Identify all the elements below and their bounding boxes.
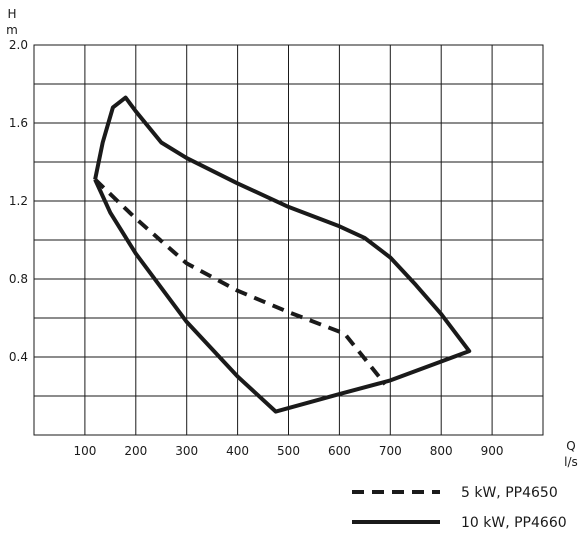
- x-tick-label: 900: [481, 444, 504, 458]
- x-axis-label: Q: [566, 439, 575, 453]
- legend-label-1: 10 kW, PP4660: [461, 515, 567, 531]
- x-tick-label: 700: [379, 444, 402, 458]
- y-axis-label: H: [7, 7, 16, 21]
- x-axis-unit: l/s: [564, 455, 578, 469]
- series-layer: [93, 95, 472, 414]
- y-tick-label: 2.0: [9, 38, 28, 52]
- series-line-1: [93, 95, 472, 414]
- y-axis-unit: m: [6, 23, 18, 37]
- grid: [33, 44, 544, 436]
- y-tick-label: 1.2: [9, 194, 28, 208]
- x-tick-label: 200: [124, 444, 147, 458]
- x-tick-label: 800: [430, 444, 453, 458]
- legend-label-0: 5 kW, PP4650: [461, 485, 558, 501]
- axes: 0.4 0.8 1.2 1.6 2.0 100 200 300 400 500 600 700 800 9…: [6, 7, 578, 469]
- x-tick-label: 400: [226, 444, 249, 458]
- x-tick-label: 600: [328, 444, 351, 458]
- y-tick-label: 1.6: [9, 116, 28, 130]
- x-tick-label: 300: [175, 444, 198, 458]
- x-tick-label: 100: [73, 444, 96, 458]
- legend: 5 kW, PP4650 10 kW, PP4660: [352, 485, 567, 531]
- y-tick-label: 0.8: [9, 272, 28, 286]
- series-line-0: [93, 178, 387, 386]
- y-tick-label: 0.4: [9, 350, 28, 364]
- x-tick-label: 500: [277, 444, 300, 458]
